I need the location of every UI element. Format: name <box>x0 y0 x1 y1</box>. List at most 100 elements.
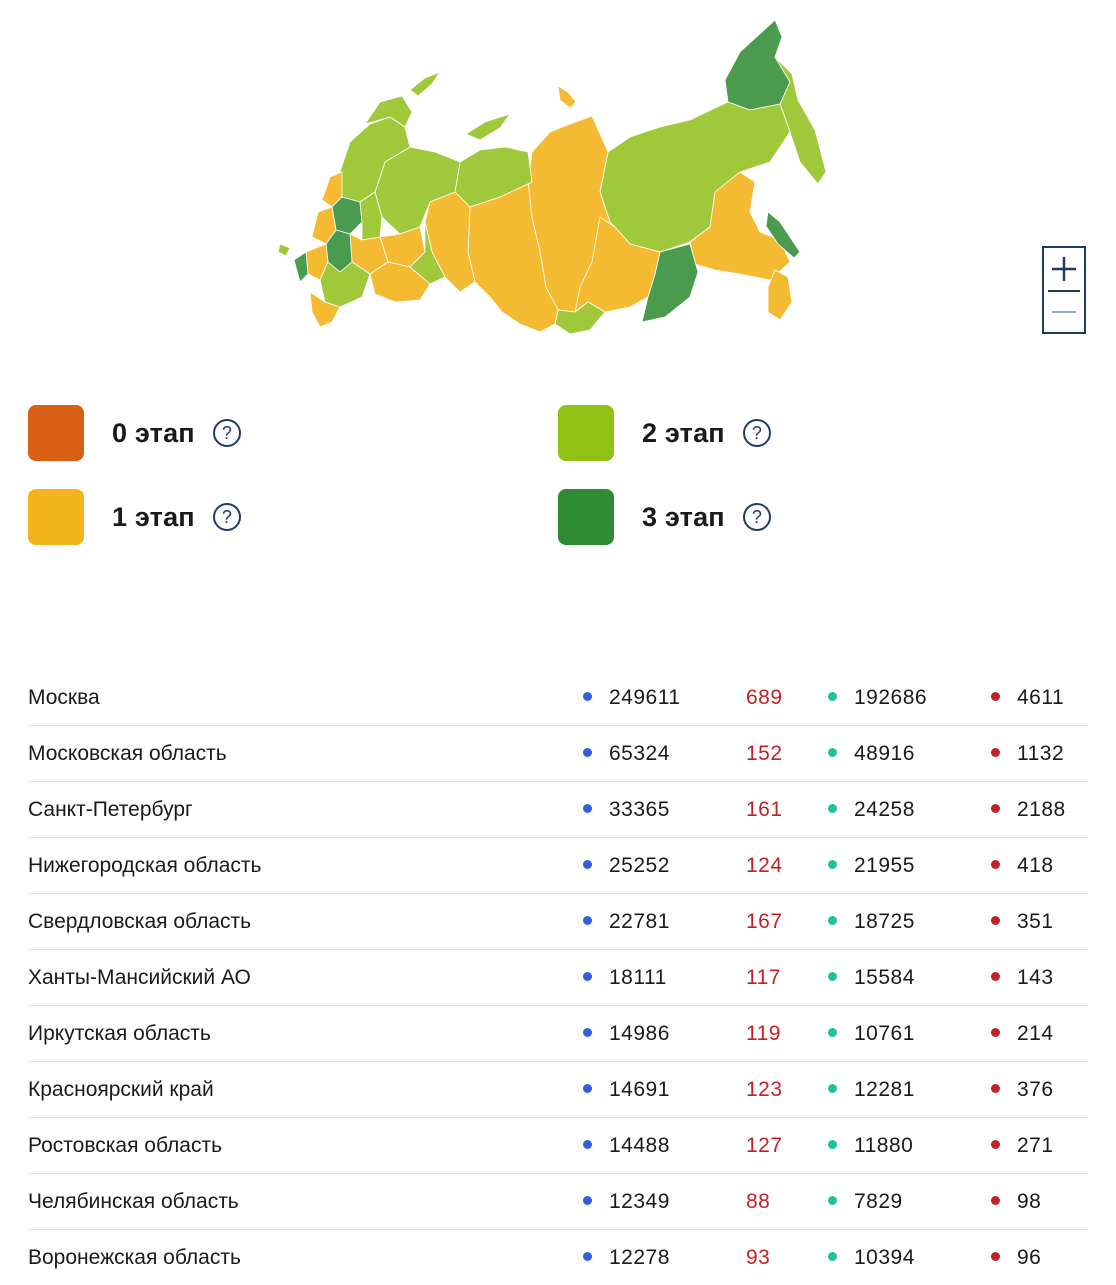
map-region-sakhalin[interactable] <box>765 211 801 259</box>
map-region-south-3[interactable] <box>319 261 371 308</box>
recovered-cell: 21955 <box>828 838 915 893</box>
new-cases-value: 689 <box>746 686 783 709</box>
total-dot-icon <box>583 859 592 869</box>
map-region-siberia-west[interactable] <box>467 181 559 333</box>
map-region-kamchatka[interactable] <box>774 56 827 185</box>
new-cases-value: 119 <box>746 1022 781 1045</box>
region-name: Воронежская область <box>28 1246 241 1269</box>
recovered-cell: 11880 <box>828 1118 913 1173</box>
new-cases: 689 <box>746 670 783 725</box>
table-row[interactable]: Челябинская область 12349 88 7829 98 <box>28 1174 1088 1230</box>
help-icon[interactable]: ? <box>212 419 241 447</box>
recovered-count: 48916 <box>854 742 915 765</box>
help-icon[interactable]: ? <box>742 503 771 531</box>
map-region-tuva[interactable] <box>554 301 606 335</box>
map-region-novaya-zemlya[interactable] <box>409 71 441 97</box>
recovered-dot-icon <box>828 1195 837 1205</box>
legend-swatch <box>28 489 84 545</box>
plus-icon <box>1052 257 1076 281</box>
new-cases: 127 <box>746 1118 783 1173</box>
total-cases-cell: 33365 <box>583 782 670 837</box>
map-region-south-4[interactable] <box>293 251 309 283</box>
total-dot-icon <box>583 1027 592 1037</box>
deaths-count: 4611 <box>1017 686 1065 709</box>
table-row[interactable]: Иркутская область 14986 119 10761 214 <box>28 1006 1088 1062</box>
deaths-cell: 271 <box>991 1118 1054 1173</box>
map-region-island-1[interactable] <box>557 85 577 109</box>
map-zoom-control <box>1042 246 1086 334</box>
recovered-dot-icon <box>828 1251 837 1261</box>
minus-icon <box>1052 311 1076 313</box>
deaths-count: 98 <box>1017 1190 1042 1213</box>
region-name: Ханты-Мансийский АО <box>28 966 251 989</box>
table-row[interactable]: Санкт-Петербург 33365 161 24258 2188 <box>28 782 1088 838</box>
total-cases: 18111 <box>609 966 667 989</box>
recovered-count: 18725 <box>854 910 915 933</box>
legend-label: 3 этап <box>642 501 725 532</box>
total-cases: 12349 <box>609 1190 670 1213</box>
map-region-primorye[interactable] <box>767 269 793 321</box>
region-name: Иркутская область <box>28 1022 211 1045</box>
deaths-count: 418 <box>1017 854 1054 877</box>
new-cases-value: 88 <box>746 1190 771 1213</box>
legend-item-stage-0: 0 этап ? <box>28 405 241 461</box>
deaths-dot-icon <box>991 1083 1000 1093</box>
help-icon[interactable]: ? <box>742 419 771 447</box>
recovered-cell: 48916 <box>828 726 915 781</box>
table-row[interactable]: Ханты-Мансийский АО 18111 117 15584 143 <box>28 950 1088 1006</box>
region-stats-table: Москва 249611 689 192686 4611 Московская обла… <box>28 670 1088 1285</box>
map-region-central-2[interactable] <box>331 196 363 235</box>
deaths-dot-icon <box>991 971 1000 981</box>
region-name: Московская область <box>28 742 227 765</box>
help-icon[interactable]: ? <box>212 503 241 531</box>
total-cases: 25252 <box>609 854 670 877</box>
deaths-count: 271 <box>1017 1134 1054 1157</box>
table-row[interactable]: Свердловская область 22781 167 18725 351 <box>28 894 1088 950</box>
region-name: Нижегородская область <box>28 854 262 877</box>
total-cases: 12278 <box>609 1246 670 1269</box>
recovered-cell: 24258 <box>828 782 915 837</box>
table-row[interactable]: Москва 249611 689 192686 4611 <box>28 670 1088 726</box>
recovered-dot-icon <box>828 803 837 813</box>
table-row[interactable]: Нижегородская область 25252 124 21955 418 <box>28 838 1088 894</box>
region-name: Москва <box>28 686 100 709</box>
zoom-in-button[interactable] <box>1044 248 1084 290</box>
table-row[interactable]: Ростовская область 14488 127 11880 271 <box>28 1118 1088 1174</box>
total-cases: 22781 <box>609 910 670 933</box>
total-cases: 14986 <box>609 1022 670 1045</box>
region-name: Челябинская область <box>28 1190 239 1213</box>
map-region-island-2[interactable] <box>465 113 511 141</box>
zoom-divider <box>1048 290 1080 292</box>
recovered-count: 7829 <box>854 1190 903 1213</box>
table-row[interactable]: Московская область 65324 152 48916 1132 <box>28 726 1088 782</box>
table-row[interactable]: Воронежская область 12278 93 10394 96 <box>28 1230 1088 1285</box>
recovered-count: 24258 <box>854 798 915 821</box>
zoom-out-button[interactable] <box>1044 292 1084 334</box>
recovered-cell: 18725 <box>828 894 915 949</box>
recovered-cell: 15584 <box>828 950 915 1005</box>
map-region-murmansk[interactable] <box>364 95 413 128</box>
deaths-count: 2188 <box>1017 798 1066 821</box>
new-cases-value: 167 <box>746 910 783 933</box>
map-region-kaliningrad[interactable] <box>277 243 291 257</box>
deaths-cell: 2188 <box>991 782 1066 837</box>
map-region-irkutsk[interactable] <box>574 216 661 313</box>
deaths-cell: 418 <box>991 838 1054 893</box>
deaths-cell: 96 <box>991 1230 1041 1285</box>
map-region-caucasus[interactable] <box>309 291 341 328</box>
total-cases-cell: 12278 <box>583 1230 670 1285</box>
russia-regions-map[interactable] <box>270 12 850 352</box>
deaths-dot-icon <box>991 915 1000 925</box>
deaths-dot-icon <box>991 803 1000 813</box>
map-region-yakutia[interactable] <box>599 101 791 253</box>
table-row[interactable]: Красноярский край 14691 123 12281 376 <box>28 1062 1088 1118</box>
new-cases-value: 161 <box>746 798 783 821</box>
total-cases-cell: 14691 <box>583 1062 670 1117</box>
new-cases: 117 <box>746 950 781 1005</box>
recovered-count: 10394 <box>854 1246 915 1269</box>
total-cases-cell: 65324 <box>583 726 670 781</box>
deaths-cell: 1132 <box>991 726 1064 781</box>
map-region-orenburg[interactable] <box>369 261 431 303</box>
total-cases: 249611 <box>609 686 681 709</box>
total-dot-icon <box>583 1195 592 1205</box>
